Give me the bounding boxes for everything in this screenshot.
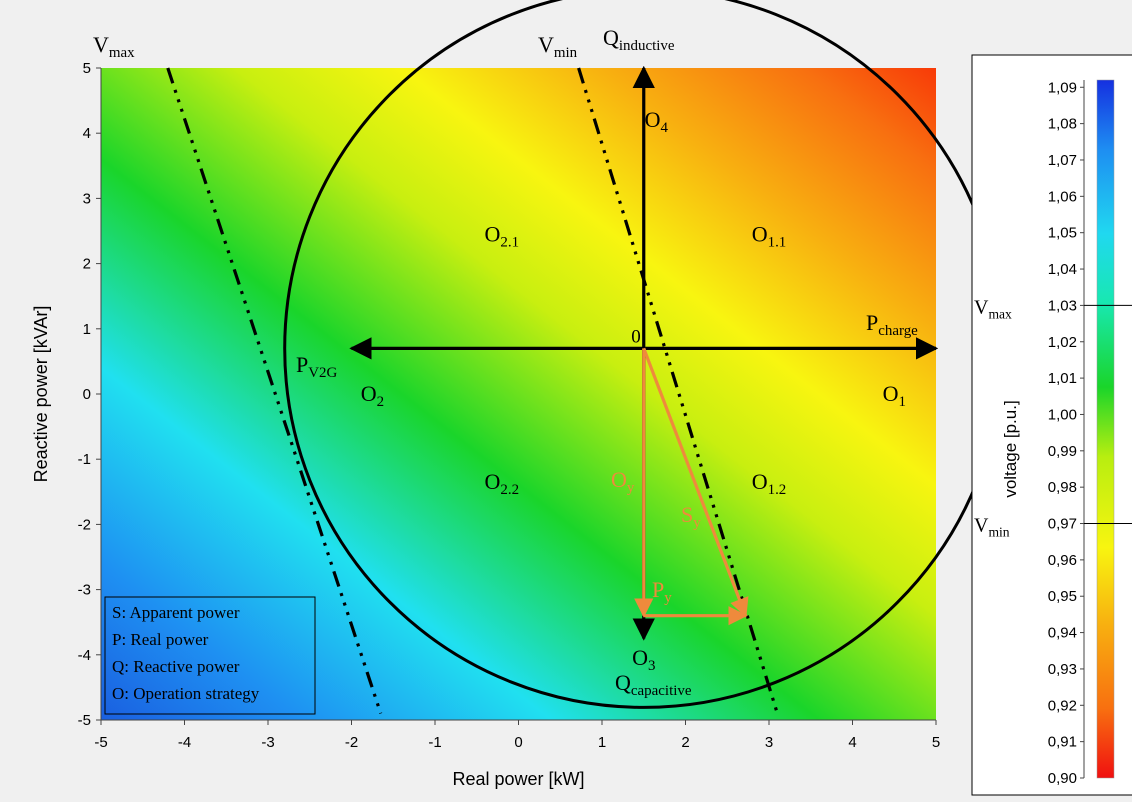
- region-label-o3: O3: [632, 645, 655, 674]
- colorbar-tick-label: 1,06: [1048, 188, 1077, 205]
- y-tick-label: 0: [83, 386, 91, 403]
- x-tick-label: -4: [178, 734, 191, 751]
- oy-vector-label: Oy: [611, 467, 635, 496]
- colorbar-tick-label: 0,98: [1048, 479, 1077, 496]
- x-tick-label: 4: [848, 734, 856, 751]
- colorbar-tick-label: 1,05: [1048, 225, 1077, 242]
- colorbar-tick-label: 0,91: [1048, 734, 1077, 751]
- legend-box: S: Apparent power P: Real power Q: React…: [104, 596, 316, 715]
- y-tick-label: 2: [83, 256, 91, 273]
- sy-vector-label: Sy: [681, 502, 701, 531]
- region-label-o2: O2: [361, 381, 384, 410]
- y-tick-label: -1: [78, 451, 91, 468]
- region-label-o1: O1: [883, 381, 906, 410]
- x-tick-label: 5: [932, 734, 940, 751]
- y-tick-label: 3: [83, 190, 91, 207]
- p-v2g-label: PV2G: [296, 352, 338, 381]
- legend-entry: Q: Reactive power: [112, 657, 240, 676]
- y-tick-label: -2: [78, 516, 91, 533]
- colorbar-tick-label: 0,90: [1048, 770, 1077, 787]
- x-tick-label: 1: [598, 734, 606, 751]
- q-capacitive-label: Qcapacitive: [615, 670, 692, 699]
- y-tick-label: -3: [78, 582, 91, 599]
- colorbar-tick-label: 1,04: [1048, 261, 1077, 278]
- vmax-line-label: Vmax: [93, 32, 135, 61]
- y-tick-label: 4: [83, 125, 91, 142]
- region-label-o1-2: O1.2: [752, 469, 787, 498]
- legend-entry: S: Apparent power: [112, 603, 240, 622]
- colorbar-tick-label: 0,92: [1048, 697, 1077, 714]
- vmin-limit-line: [577, 67, 779, 714]
- x-tick-label: -3: [261, 734, 274, 751]
- colorbar-tick-label: 1,03: [1048, 297, 1077, 314]
- colorbar-limit-markers: Vmax Vmin: [974, 296, 1132, 540]
- colorbar-ticks: 1,09 1,08 1,07 1,06 1,05 1,04 1,03 1,02 1,01 1,00…: [1048, 79, 1084, 787]
- y-axis-ticks: -5 -4 -3 -2 -1 0 1 2 3 4 5: [78, 60, 101, 729]
- y-tick-label: 1: [83, 321, 91, 338]
- p-charge-label: Pcharge: [866, 310, 918, 339]
- colorbar-tick-label: 1,09: [1048, 79, 1077, 96]
- x-axis-label: Real power [kW]: [452, 769, 584, 789]
- x-tick-label: -1: [428, 734, 441, 751]
- colorbar-tick-label: 0,99: [1048, 443, 1077, 460]
- voltage-limit-lines: Vmax Vmin: [93, 32, 779, 714]
- vmin-line-label: Vmin: [538, 32, 578, 61]
- operation-region-labels: O4 O2.1 O1.1 O2 O1 O2.2 O1.2 O3: [361, 107, 906, 674]
- colorbar-tick-label: 0,93: [1048, 661, 1077, 678]
- colorbar-panel: 1,09 1,08 1,07 1,06 1,05 1,04 1,03 1,02 1,01 1,00…: [971, 54, 1132, 796]
- colorbar-tick-label: 1,01: [1048, 370, 1077, 387]
- legend-entry: O: Operation strategy: [112, 684, 260, 703]
- vmax-marker-label: Vmax: [974, 296, 1012, 321]
- region-label-o2-2: O2.2: [485, 469, 520, 498]
- colorbar-tick-label: 0,95: [1048, 588, 1077, 605]
- vmax-limit-line: [166, 67, 383, 714]
- region-label-o4: O4: [645, 107, 669, 136]
- vmin-marker-label: Vmin: [974, 515, 1010, 540]
- main-plot: -5 -4 -3 -2 -1 0 1 2 3 4 5 -5 -4 -3 -2 -1 0 1 2 3 4 5 Real p…: [31, 0, 1005, 789]
- colorbar-tick-label: 0,97: [1048, 516, 1077, 533]
- x-tick-label: 0: [514, 734, 522, 751]
- origin-label: 0: [631, 326, 641, 347]
- voltage-heatmap: [101, 68, 936, 720]
- colorbar-tick-label: 1,08: [1048, 116, 1077, 133]
- x-tick-label: -5: [94, 734, 107, 751]
- colorbar-tick-label: 1,00: [1048, 406, 1077, 423]
- sy-vector: [642, 347, 749, 618]
- x-axis-ticks: -5 -4 -3 -2 -1 0 1 2 3 4 5: [94, 720, 940, 751]
- region-label-o1-1: O1.1: [752, 221, 787, 250]
- example-operating-vectors: Oy Py Sy: [611, 347, 749, 626]
- legend-entry: P: Real power: [112, 630, 209, 649]
- colorbar-label: voltage [p.u.]: [1001, 400, 1020, 497]
- py-vector-label: Py: [652, 577, 672, 606]
- q-inductive-label: Qinductive: [603, 25, 675, 54]
- colorbar-tick-label: 0,96: [1048, 552, 1077, 569]
- y-tick-label: -4: [78, 647, 91, 664]
- colorbar-tick-label: 1,07: [1048, 152, 1077, 169]
- y-axis-label: Reactive power [kVAr]: [31, 306, 51, 483]
- region-label-o2-1: O2.1: [485, 221, 520, 250]
- x-tick-label: -2: [345, 734, 358, 751]
- colorbar-tick-label: 1,02: [1048, 334, 1077, 351]
- x-tick-label: 2: [681, 734, 689, 751]
- y-tick-label: -5: [78, 712, 91, 729]
- colorbar: [1096, 79, 1115, 779]
- colorbar-tick-label: 0,94: [1048, 625, 1077, 642]
- x-tick-label: 3: [765, 734, 773, 751]
- y-tick-label: 5: [83, 60, 91, 77]
